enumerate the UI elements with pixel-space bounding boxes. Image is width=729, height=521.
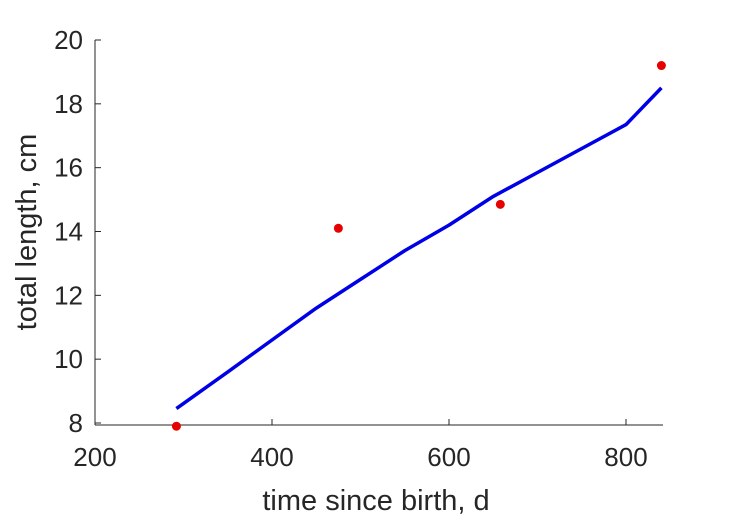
- data-point: [171, 421, 181, 431]
- x-tick-label: 200: [73, 442, 116, 472]
- y-tick-label: 20: [54, 25, 83, 55]
- data-point: [333, 223, 343, 233]
- y-axis-ticks: 8 10 12 14 16 18 20: [54, 25, 101, 438]
- data-point: [495, 199, 505, 209]
- y-tick-label: 8: [69, 408, 83, 438]
- plot-area: 8 10 12 14 16 18 20 200 400 600 800: [54, 25, 666, 472]
- y-tick-label: 14: [54, 217, 83, 247]
- y-tick-label: 12: [54, 280, 83, 310]
- data-point: [656, 61, 666, 71]
- y-axis-title: total length, cm: [11, 134, 43, 331]
- x-tick-label: 600: [427, 442, 470, 472]
- x-axis-title: time since birth, d: [262, 485, 489, 517]
- y-tick-label: 16: [54, 153, 83, 183]
- y-tick-label: 10: [54, 344, 83, 374]
- y-tick-label: 18: [54, 89, 83, 119]
- fit-line: [175, 86, 663, 411]
- series-layer: [171, 61, 666, 431]
- x-axis-ticks: 200 400 600 800: [73, 419, 648, 472]
- x-tick-label: 400: [250, 442, 293, 472]
- x-tick-label: 800: [604, 442, 647, 472]
